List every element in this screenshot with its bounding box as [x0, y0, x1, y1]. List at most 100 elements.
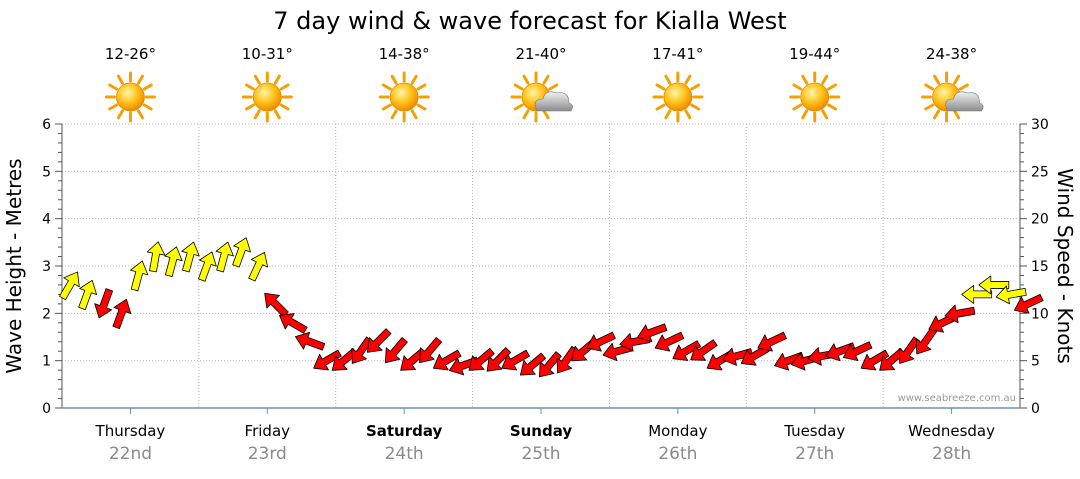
- sun-disc: [663, 82, 693, 112]
- sun-ray: [116, 74, 124, 85]
- sun-ray: [522, 109, 530, 120]
- day-name: Monday: [648, 422, 707, 440]
- wind-arrow: [59, 271, 80, 301]
- sun-ray: [390, 109, 398, 120]
- sun-ray: [522, 74, 530, 85]
- wind-arrow: [961, 284, 993, 304]
- temperature-row: 12-26° 10-31° 14-38° 21-40° 17-41° 19-44° 24-3…: [105, 45, 977, 63]
- sun-ray: [655, 83, 666, 91]
- wind-arrow: [215, 241, 234, 273]
- wind-arrow: [774, 351, 805, 371]
- sun-ray: [684, 109, 692, 120]
- sun-ray: [390, 74, 398, 85]
- sun-ray: [953, 74, 961, 85]
- sun-ray: [108, 83, 119, 91]
- wind-arrow: [146, 241, 166, 273]
- wind-arrow: [164, 246, 183, 278]
- sun-ray: [792, 103, 803, 111]
- sun-cloud-icon: [510, 71, 573, 123]
- sun-ray: [513, 103, 524, 111]
- day-date: 25th: [521, 444, 560, 464]
- wind-arrow: [94, 288, 114, 319]
- day-name: Sunday: [510, 422, 573, 440]
- sun-ray: [136, 74, 144, 85]
- sun-ray: [513, 83, 524, 91]
- axes: 0 1 2 3 4 5 6 0 5 10 15 20 25 30: [42, 117, 1049, 417]
- wind-arrow: [198, 251, 217, 282]
- y-axis-right-label: Wind Speed - Knots: [1053, 168, 1077, 364]
- day-date: 24th: [385, 444, 424, 464]
- wind-arrow: [279, 313, 308, 334]
- day-name: Thursday: [95, 422, 166, 440]
- y-tick-label-left: 6: [42, 117, 51, 133]
- temp-range: 24-38°: [926, 45, 977, 63]
- sun-ray: [273, 109, 281, 120]
- y-tick-label-left: 1: [42, 354, 51, 370]
- wind-arrow: [944, 304, 976, 324]
- temp-range: 14-38°: [379, 45, 430, 63]
- day-date: 22nd: [109, 444, 152, 464]
- sun-ray: [664, 109, 672, 120]
- sun-disc: [252, 82, 282, 112]
- sun-ray: [273, 74, 281, 85]
- sun-ray: [253, 109, 261, 120]
- wind-arrow: [520, 352, 547, 376]
- weather-icon-row: [104, 71, 984, 123]
- y-tick-label-left: 2: [42, 306, 51, 322]
- temp-range: 17-41°: [652, 45, 703, 63]
- sun-ray: [924, 83, 935, 91]
- sun-ray: [416, 83, 427, 91]
- sun-ray: [116, 109, 124, 120]
- wind-arrows: [59, 237, 1044, 378]
- sun-ray: [821, 109, 829, 120]
- wind-arrow: [757, 331, 787, 352]
- temp-range: 21-40°: [515, 45, 566, 63]
- sun-ray: [410, 74, 418, 85]
- y-tick-label-right: 15: [1031, 259, 1049, 275]
- sun-ray: [958, 83, 969, 91]
- sun-ray: [821, 74, 829, 85]
- y-tick-label-right: 0: [1031, 401, 1040, 417]
- sun-ray: [924, 103, 935, 111]
- sun-ray: [410, 109, 418, 120]
- wind-arrow: [654, 331, 685, 352]
- wind-arrow: [637, 323, 668, 343]
- sun-icon: [241, 71, 293, 123]
- wind-arrow: [130, 260, 149, 292]
- sun-ray: [690, 103, 701, 111]
- day-date: 23rd: [248, 444, 287, 464]
- wind-arrow: [538, 351, 562, 378]
- day-date: 28th: [932, 444, 971, 464]
- sun-ray: [142, 83, 153, 91]
- sun-ray: [381, 103, 392, 111]
- y-tick-label-right: 10: [1031, 306, 1049, 322]
- wind-arrow: [366, 328, 392, 353]
- wind-arrow: [432, 349, 462, 371]
- sun-ray: [827, 103, 837, 111]
- sun-disc: [116, 82, 145, 112]
- wind-arrow: [586, 331, 616, 352]
- wind-arrow: [486, 347, 512, 372]
- sun-ray: [542, 109, 550, 120]
- wind-arrow: [722, 347, 753, 366]
- y-axis-left-label: Wave Height - Metres: [2, 158, 26, 373]
- sun-ray: [548, 83, 559, 91]
- day-labels: Thursday 22nd Friday 23rd Saturday 24th Sunday…: [95, 422, 996, 464]
- sun-ray: [245, 103, 255, 111]
- wind-arrow: [501, 349, 530, 371]
- sun-ray: [933, 109, 941, 120]
- wind-arrow: [995, 285, 1027, 305]
- sun-icon: [378, 71, 430, 123]
- sun-ray: [690, 83, 701, 91]
- chart-title: 7 day wind & wave forecast for Kialla We…: [273, 7, 786, 35]
- wind-arrow: [860, 349, 890, 371]
- sun-ray: [792, 83, 803, 91]
- sun-ray: [253, 74, 261, 85]
- y-tick-label-left: 0: [42, 401, 51, 417]
- sun-ray: [684, 74, 692, 85]
- wind-arrow: [181, 241, 200, 273]
- sun-icon: [104, 71, 156, 123]
- temp-range: 10-31°: [242, 45, 293, 63]
- sun-ray: [279, 103, 290, 111]
